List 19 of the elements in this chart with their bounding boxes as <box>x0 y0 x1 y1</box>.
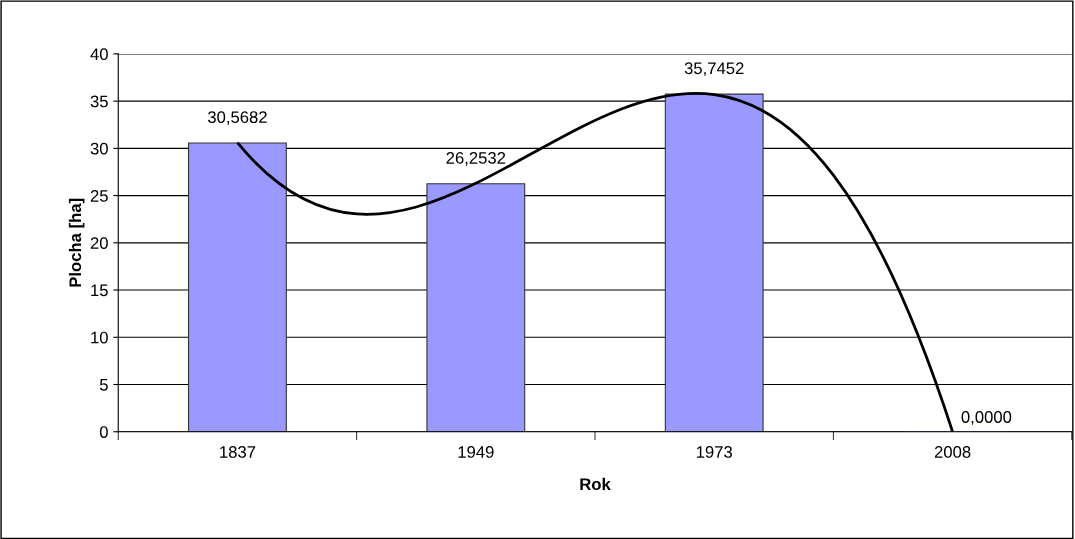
x-tick-label: 1973 <box>696 446 733 458</box>
x-tick-label: 1949 <box>458 446 494 458</box>
y-axis-title: Plocha [ha] <box>68 198 85 287</box>
data-label: 26,2532 <box>446 151 506 166</box>
y-tick-label: 0 <box>99 426 108 438</box>
y-tick-label: 35 <box>90 95 108 108</box>
y-tick-label: 30 <box>90 142 108 155</box>
y-tick-label: 15 <box>91 284 108 297</box>
x-tick-label: 2008 <box>934 446 971 458</box>
x-tick-label: 1837 <box>220 446 256 458</box>
data-label: 0,0000 <box>961 411 1012 425</box>
x-axis-title: Rok <box>580 477 611 491</box>
y-tick-label: 40 <box>90 48 108 61</box>
y-tick-label: 5 <box>99 379 108 391</box>
y-tick-label: 10 <box>91 331 108 344</box>
y-tick-label: 25 <box>90 189 108 202</box>
data-label: 30,5682 <box>207 111 267 125</box>
data-label: 35,7452 <box>684 62 744 77</box>
y-tick-label: 20 <box>90 237 108 250</box>
